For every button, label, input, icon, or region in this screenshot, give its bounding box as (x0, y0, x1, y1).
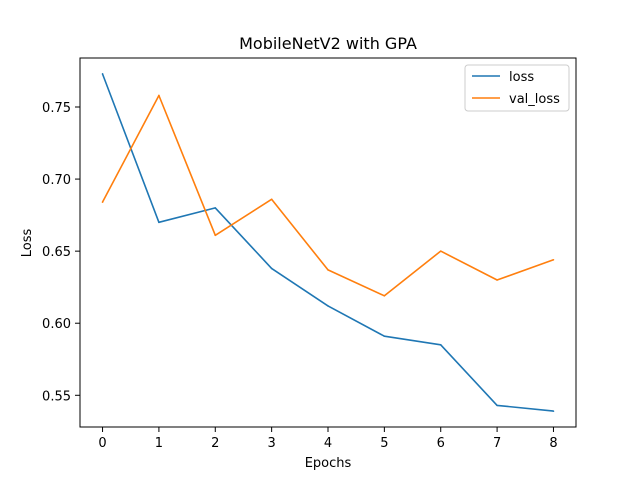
y-tick-label: 0.75 (42, 101, 71, 116)
y-tick-label: 0.60 (42, 317, 71, 332)
legend-entry: val_loss (509, 92, 560, 107)
x-tick-label: 7 (493, 436, 501, 451)
data-point (496, 404, 498, 407)
data-point (101, 201, 104, 203)
data-point (158, 94, 160, 97)
x-axis: 0 1 2 3 4 5 6 7 8 (98, 427, 558, 451)
data-point (552, 258, 555, 261)
x-axis-label: Epochs (305, 456, 352, 471)
x-tick-label: 2 (211, 436, 219, 451)
y-tick-label: 0.70 (42, 173, 71, 188)
data-point (270, 267, 273, 270)
data-point (327, 305, 329, 307)
series-layer (101, 73, 555, 412)
legend: loss val_loss (464, 64, 570, 112)
data-point (327, 269, 329, 271)
x-tick-label: 6 (437, 436, 445, 451)
legend-entry: loss (509, 70, 534, 85)
data-point (439, 250, 442, 252)
x-tick-label: 3 (267, 436, 275, 451)
y-tick-label: 0.55 (42, 389, 71, 404)
data-point (158, 221, 160, 224)
data-point (496, 279, 498, 281)
x-tick-label: 4 (324, 436, 332, 451)
data-point (439, 344, 442, 346)
data-point (270, 198, 273, 201)
data-point (383, 335, 386, 337)
y-tick-label: 0.65 (42, 245, 71, 260)
y-axis: 0.55 0.60 0.65 0.70 0.75 (42, 101, 80, 404)
series-line-val-loss (101, 94, 554, 297)
x-tick-label: 0 (98, 436, 106, 451)
data-point (383, 295, 386, 297)
x-tick-label: 5 (380, 436, 388, 451)
data-point (214, 207, 217, 209)
x-tick-label: 8 (549, 436, 557, 451)
data-point (214, 234, 217, 237)
y-axis-label: Loss (20, 229, 35, 258)
data-point (552, 410, 555, 412)
chart-title: MobileNetV2 with GPA (239, 34, 417, 53)
plot-area (79, 57, 577, 428)
data-point (101, 73, 104, 75)
x-tick-label: 1 (155, 436, 163, 451)
